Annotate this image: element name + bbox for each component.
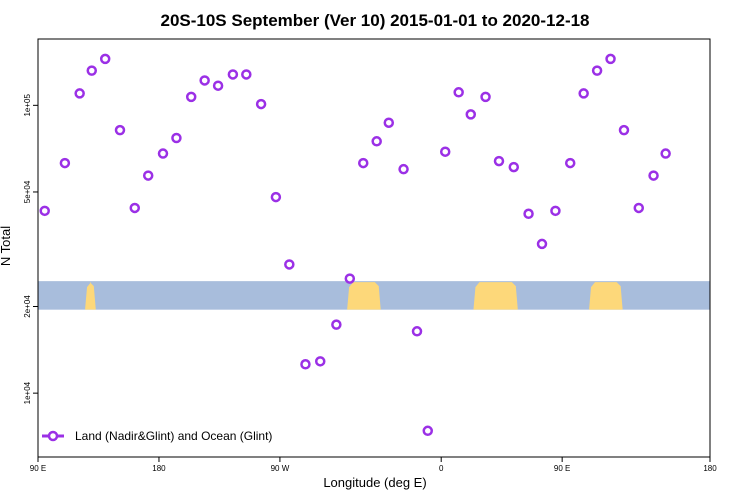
legend-entry: Land (Nadir&Glint) and Ocean (Glint) bbox=[75, 429, 272, 443]
data-point bbox=[255, 98, 267, 110]
data-point bbox=[564, 157, 576, 169]
y-axis-ticks: 1e+04 2e+04 5e+04 1e+05 bbox=[23, 94, 38, 404]
data-point bbox=[199, 75, 210, 86]
data-point bbox=[129, 202, 141, 214]
data-point bbox=[480, 91, 491, 103]
data-point bbox=[578, 88, 589, 99]
data-point bbox=[398, 163, 409, 175]
legend-marker bbox=[47, 430, 59, 442]
data-point bbox=[300, 359, 311, 370]
data-point bbox=[371, 136, 382, 147]
data-point bbox=[39, 205, 50, 217]
data-point bbox=[331, 319, 342, 330]
x-tick-label: 90 W bbox=[271, 464, 290, 473]
y-axis-label: N Total bbox=[0, 226, 13, 266]
data-point bbox=[241, 69, 252, 80]
data-point bbox=[270, 191, 282, 203]
data-point bbox=[411, 326, 423, 337]
data-point bbox=[284, 259, 295, 270]
data-point bbox=[142, 170, 154, 181]
land-segment bbox=[473, 282, 518, 310]
data-point bbox=[185, 91, 197, 103]
data-point bbox=[171, 132, 182, 144]
land-segment bbox=[589, 282, 623, 310]
data-point bbox=[114, 124, 126, 136]
data-point bbox=[550, 205, 561, 217]
data-point bbox=[633, 202, 645, 214]
data-point bbox=[523, 208, 534, 220]
y-tick-label: 1e+04 bbox=[23, 381, 32, 404]
data-point bbox=[212, 80, 224, 91]
data-point bbox=[465, 109, 477, 120]
data-point bbox=[99, 53, 111, 65]
x-tick-label: 0 bbox=[439, 464, 444, 473]
data-point bbox=[648, 170, 659, 181]
data-point bbox=[493, 155, 505, 167]
data-point bbox=[314, 356, 326, 367]
x-tick-label: 180 bbox=[152, 464, 166, 473]
land-mask-strip bbox=[38, 281, 710, 310]
data-point bbox=[422, 425, 434, 437]
x-tick-label: 90 E bbox=[30, 464, 46, 473]
y-tick-label: 2e+04 bbox=[23, 295, 32, 318]
data-point bbox=[383, 117, 395, 128]
legend: Land (Nadir&Glint) and Ocean (Glint) bbox=[42, 429, 272, 443]
land-segment bbox=[85, 282, 96, 310]
data-point bbox=[508, 161, 520, 173]
data-point bbox=[618, 124, 630, 136]
data-point bbox=[227, 69, 239, 80]
y-tick-label: 1e+05 bbox=[23, 94, 32, 117]
data-point bbox=[591, 65, 603, 76]
x-tick-label: 180 bbox=[703, 464, 717, 473]
data-point bbox=[344, 273, 356, 284]
y-tick-label: 5e+04 bbox=[23, 180, 32, 203]
data-point bbox=[453, 87, 464, 98]
data-point bbox=[605, 53, 616, 65]
data-point bbox=[59, 157, 71, 169]
data-point bbox=[660, 148, 671, 159]
x-tick-label: 90 E bbox=[554, 464, 570, 473]
plot-frame bbox=[37, 38, 711, 458]
x-axis-label: Longitude (deg E) bbox=[323, 475, 426, 490]
data-point bbox=[357, 157, 369, 169]
data-point bbox=[157, 148, 169, 159]
data-point bbox=[439, 146, 451, 157]
data-point bbox=[86, 65, 98, 76]
chart-title: 20S-10S September (Ver 10) 2015-01-01 to… bbox=[160, 11, 589, 30]
data-point bbox=[74, 88, 85, 99]
data-point bbox=[536, 238, 548, 250]
x-axis-ticks: 90 E 180 90 W 0 90 E 180 bbox=[30, 457, 717, 473]
land-segment bbox=[347, 282, 381, 310]
data-points bbox=[39, 53, 671, 437]
